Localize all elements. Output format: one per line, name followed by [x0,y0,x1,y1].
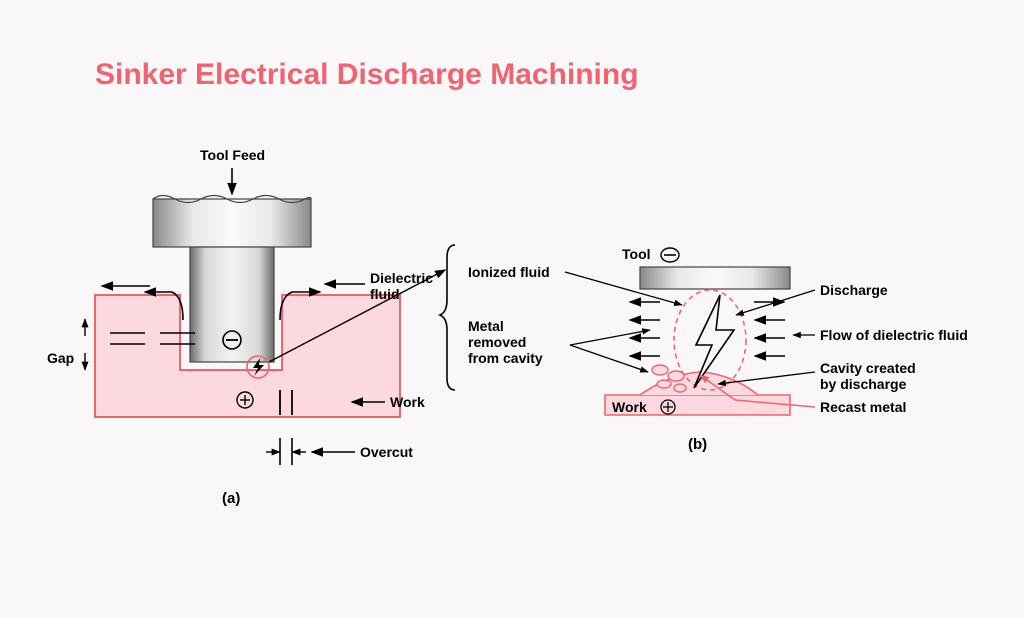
edm-diagram [0,0,1024,618]
label-gap: Gap [47,350,74,366]
label-metal-3: from cavity [468,350,543,366]
label-work-b: Work [612,399,647,415]
label-tool-feed: Tool Feed [200,147,265,163]
callout-brace [440,245,455,390]
label-metal-2: removed [468,334,526,350]
label-metal-1: Metal [468,318,504,334]
label-dielectric-2: fluid [370,286,400,302]
label-cavity-1: Cavity created [820,360,916,376]
label-dielectric-1: Dielectric [370,270,433,286]
panel-b [565,248,815,415]
label-flow: Flow of dielectric fluid [820,327,968,343]
label-subfig-a: (a) [222,490,240,507]
label-ionized: Ionized fluid [468,264,550,280]
label-tool-b: Tool [622,246,651,262]
label-overcut: Overcut [360,444,413,460]
label-recast: Recast metal [820,399,906,415]
label-discharge: Discharge [820,282,888,298]
panel-a [85,168,455,465]
tool-electrode-b [640,267,790,289]
label-subfig-b: (b) [688,436,707,453]
label-work-a: Work [390,394,425,410]
label-cavity-2: by discharge [820,376,906,392]
